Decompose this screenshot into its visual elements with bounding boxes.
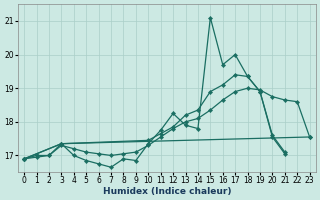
- X-axis label: Humidex (Indice chaleur): Humidex (Indice chaleur): [103, 187, 231, 196]
